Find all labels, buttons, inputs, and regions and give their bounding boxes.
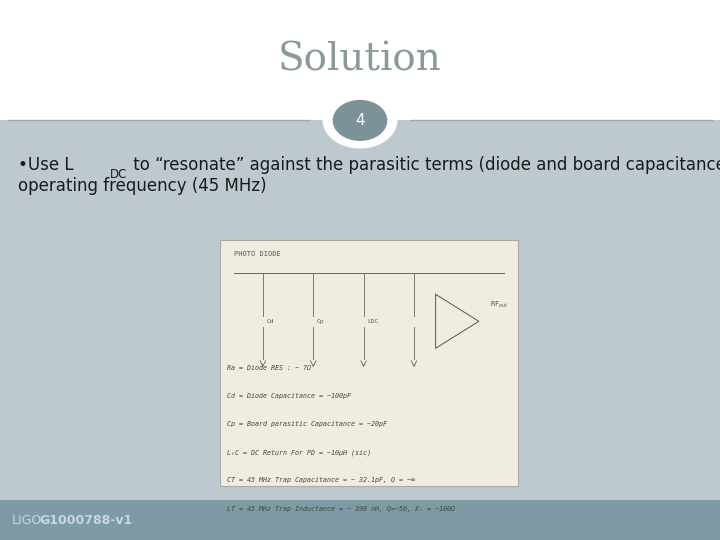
- Text: LT = 45 MHz Trap Inductance = ~ 390 nH, Q=~50, Xₗ = ~100Ω: LT = 45 MHz Trap Inductance = ~ 390 nH, …: [227, 505, 455, 511]
- Text: Cd: Cd: [266, 319, 274, 324]
- Text: G1000788-v1: G1000788-v1: [40, 514, 133, 526]
- Text: Ra = Diode RES : ~ 7Ω: Ra = Diode RES : ~ 7Ω: [227, 365, 311, 371]
- Text: Solution: Solution: [278, 42, 442, 78]
- Text: Cd = Diode Capacitance = ~100pF: Cd = Diode Capacitance = ~100pF: [227, 393, 351, 399]
- FancyBboxPatch shape: [0, 120, 720, 500]
- Text: Cp: Cp: [317, 319, 324, 324]
- Circle shape: [333, 100, 387, 141]
- Text: 4: 4: [355, 113, 365, 128]
- Circle shape: [323, 92, 397, 148]
- Text: LₜC = DC Return For PD = ~10μH (sic): LₜC = DC Return For PD = ~10μH (sic): [227, 449, 371, 456]
- Text: LDC: LDC: [367, 319, 379, 324]
- FancyBboxPatch shape: [220, 240, 518, 486]
- Text: DC: DC: [109, 168, 127, 181]
- Text: •Use L: •Use L: [18, 156, 73, 174]
- FancyBboxPatch shape: [0, 0, 720, 120]
- Text: Cp = Board parasitic Capacitance = ~20pF: Cp = Board parasitic Capacitance = ~20pF: [227, 421, 387, 427]
- Text: PHOTO DIODE: PHOTO DIODE: [234, 251, 281, 257]
- Text: CT = 45 MHz Trap Capacitance = ~ 32.1pF, Q = ~∞: CT = 45 MHz Trap Capacitance = ~ 32.1pF,…: [227, 477, 415, 483]
- Text: RF$_{out}$: RF$_{out}$: [490, 300, 508, 310]
- FancyBboxPatch shape: [0, 500, 720, 540]
- Text: to “resonate” against the parasitic terms (diode and board capacitance) at the: to “resonate” against the parasitic term…: [128, 156, 720, 174]
- Text: LIGO-: LIGO-: [12, 514, 48, 526]
- Text: operating frequency (45 MHz): operating frequency (45 MHz): [18, 177, 266, 195]
